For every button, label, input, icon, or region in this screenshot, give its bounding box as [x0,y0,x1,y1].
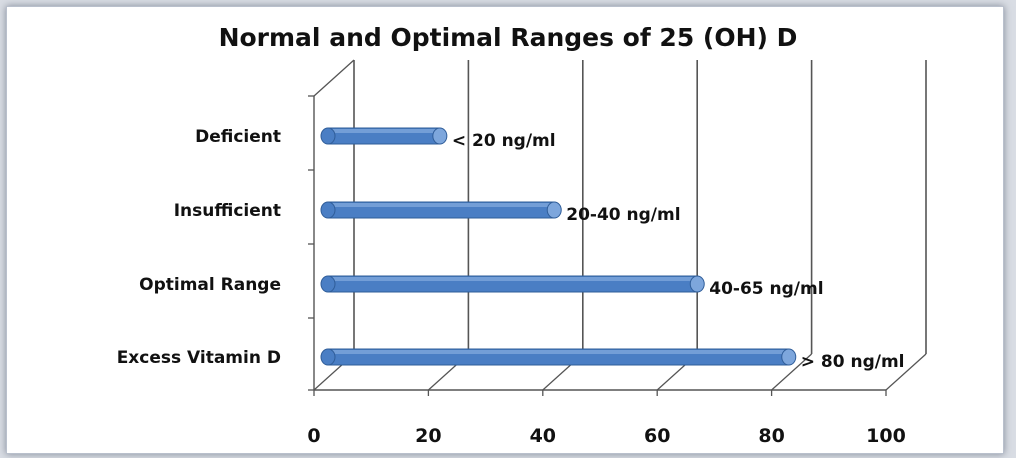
bars [320,127,797,366]
gridlines [313,60,927,391]
chart-title: Normal and Optimal Ranges of 25 (OH) D [219,23,798,52]
x-tick-label-20: 20 [415,425,441,447]
y-axis-top [313,59,355,97]
bar-highlight [328,129,440,133]
x-tick-labels: 0 20 40 60 80 100 [307,425,905,447]
chart-frame [6,6,1004,454]
bar-start-cap [320,348,336,366]
bar-end-cap [781,348,797,366]
bar-excess-vitamin-d [320,348,797,366]
category-label-3: Excess Vitamin D [117,348,281,368]
floor-line-100 [885,353,927,391]
category-label-1: Insufficient [174,201,281,221]
data-label-1: 20-40 ng/ml [566,205,680,225]
bar-insufficient [320,201,562,219]
bar-highlight [328,277,698,281]
category-label-2: Optimal Range [139,275,281,295]
data-label-0: < 20 ng/ml [452,131,556,151]
bar-optimal-range [320,275,705,293]
bar-end-cap [546,201,562,219]
x-tick-label-40: 40 [530,425,556,447]
bar-highlight [328,203,555,207]
x-tick-label-100: 100 [866,425,906,447]
data-labels: < 20 ng/ml 20-40 ng/ml 40-65 ng/ml > 80 ng/… [452,131,905,372]
x-tick-label-80: 80 [758,425,784,447]
x-tick-label-0: 0 [307,425,320,447]
bar-deficient [320,127,448,145]
bar-start-cap [320,275,336,293]
bar-start-cap [320,127,336,145]
data-label-3: > 80 ng/ml [801,352,905,372]
bar-highlight [328,350,789,354]
floor-line-80 [771,353,813,391]
x-tick-label-60: 60 [644,425,670,447]
category-label-0: Deficient [195,127,281,147]
axes [308,59,887,396]
data-label-2: 40-65 ng/ml [709,279,823,299]
bar-end-cap [689,275,705,293]
bar-start-cap [320,201,336,219]
category-labels: Deficient Insufficient Optimal Range Excess… [117,127,281,368]
bar-end-cap [432,127,448,145]
